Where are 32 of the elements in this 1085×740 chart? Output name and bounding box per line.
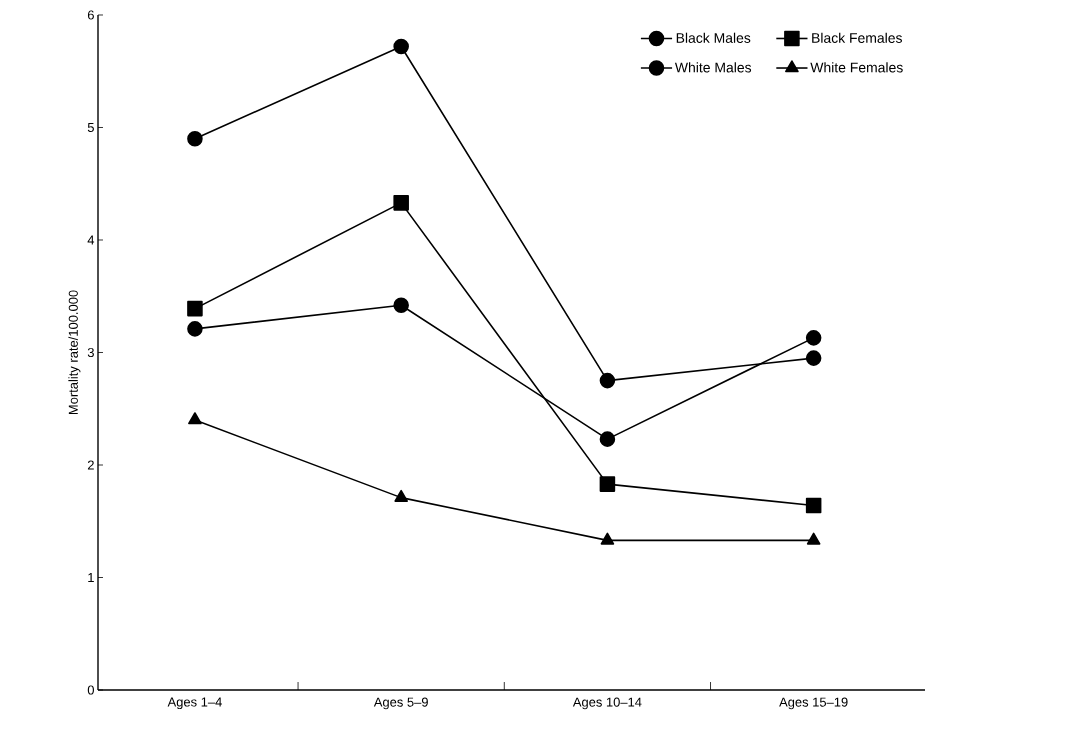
point bbox=[805, 497, 822, 514]
point bbox=[599, 476, 616, 492]
point bbox=[599, 431, 616, 447]
point bbox=[187, 321, 203, 337]
legend-label: Black Males bbox=[676, 32, 751, 43]
point bbox=[393, 195, 409, 211]
y-tick-label: 6 bbox=[87, 10, 94, 20]
point bbox=[188, 412, 202, 425]
x-tick-label: Ages 1–4 bbox=[167, 697, 222, 710]
x-tick-label: Ages 15–19 bbox=[779, 697, 848, 710]
y-tick-label: 2 bbox=[87, 460, 94, 470]
point bbox=[187, 300, 203, 317]
legend-label: White Females bbox=[810, 62, 903, 73]
x-tick-label: Ages 5–9 bbox=[373, 697, 428, 710]
y-tick-label: 0 bbox=[87, 685, 94, 695]
point bbox=[805, 330, 822, 346]
point bbox=[393, 38, 409, 55]
y-tick-label: 4 bbox=[87, 235, 95, 245]
point bbox=[187, 130, 203, 147]
x-tick-label: Ages 10–14 bbox=[572, 697, 642, 710]
legend-label: White Males bbox=[674, 62, 752, 73]
y-tick-label: 1 bbox=[88, 573, 94, 582]
point bbox=[394, 489, 409, 502]
point bbox=[806, 532, 821, 545]
y-tick-label: 3 bbox=[87, 347, 94, 358]
point bbox=[805, 350, 822, 366]
y-tick-label: 5 bbox=[87, 122, 94, 133]
y-axis-title: Mortality rate/100.000 bbox=[68, 290, 81, 415]
legend-label: Black Females bbox=[812, 32, 902, 43]
point bbox=[599, 372, 616, 389]
point bbox=[600, 532, 615, 545]
point bbox=[393, 297, 409, 314]
